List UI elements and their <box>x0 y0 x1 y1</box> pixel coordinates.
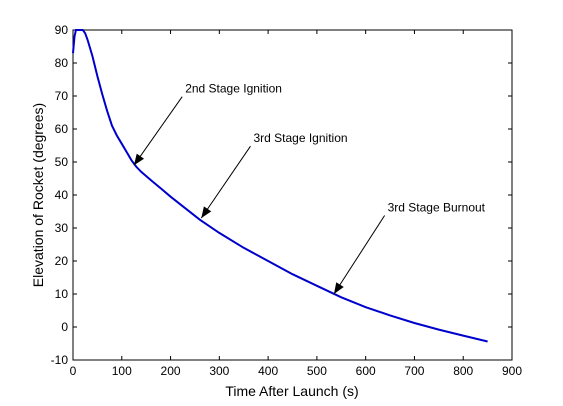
x-tick-label: 100 <box>112 364 132 378</box>
plot-area <box>72 29 513 361</box>
axis-ticks: 0 100 200 300 400 500 600 700 800 900-10010203040… <box>51 23 523 378</box>
annotation-label: 3rd Stage Burnout <box>388 201 486 215</box>
x-axis-label: Time After Launch (s) <box>225 383 358 399</box>
x-tick-label: 900 <box>502 364 522 378</box>
annotation-arrowhead <box>133 153 145 166</box>
annotation-arrow-line <box>333 215 386 295</box>
y-axis-label: Elevation of Rocket (degrees) <box>30 103 46 287</box>
annotation-label: 3rd Stage Ignition <box>253 131 347 145</box>
y-tick-label: 30 <box>55 221 69 235</box>
y-tick-label: -10 <box>51 353 69 367</box>
x-tick-label: 0 <box>70 364 77 378</box>
annotation-1: 3rd Stage Ignition <box>200 131 348 219</box>
annotation-0: 2nd Stage Ignition <box>133 82 282 166</box>
x-tick-label: 700 <box>404 364 424 378</box>
y-tick-label: 20 <box>55 254 69 268</box>
x-tick-label: 200 <box>161 364 181 378</box>
x-tick-label: 500 <box>307 364 327 378</box>
annotation-arrowhead <box>201 206 212 219</box>
y-tick-label: 60 <box>55 122 69 136</box>
y-tick-label: 40 <box>55 188 69 202</box>
annotation-arrow-line <box>133 96 183 166</box>
y-tick-label: 0 <box>61 320 68 334</box>
y-tick-label: 80 <box>55 56 69 70</box>
x-tick-label: 400 <box>258 364 278 378</box>
annotation-label: 2nd Stage Ignition <box>185 82 282 96</box>
annotation-2: 3rd Stage Burnout <box>333 201 486 295</box>
y-tick-label: 50 <box>55 155 69 169</box>
annotation-arrowhead <box>333 282 344 294</box>
y-tick-label: 90 <box>55 23 69 37</box>
y-tick-label: 70 <box>55 89 69 103</box>
series-line-elevation <box>72 29 488 343</box>
y-tick-label: 10 <box>55 287 69 301</box>
x-tick-label: 600 <box>356 364 376 378</box>
x-tick-label: 800 <box>453 364 473 378</box>
annotations: 2nd Stage Ignition 3rd Stage Ignition 3rd … <box>133 82 486 295</box>
annotation-arrow-line <box>200 145 251 219</box>
x-tick-label: 300 <box>209 364 229 378</box>
